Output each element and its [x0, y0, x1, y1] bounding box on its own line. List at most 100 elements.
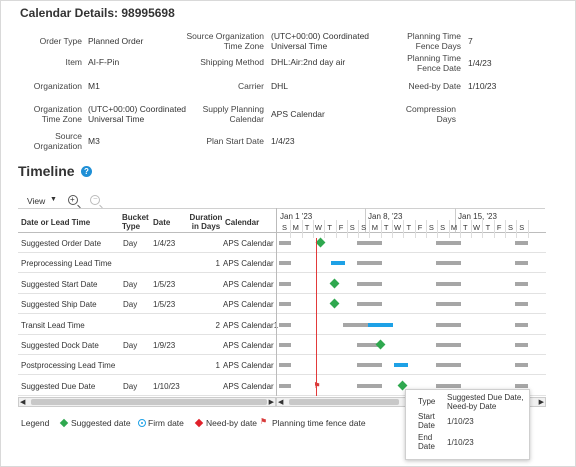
row-calendar: APS Calendar: [223, 259, 274, 269]
day-separator: [516, 220, 518, 238]
row-calendar: APS Calendar1: [223, 320, 279, 330]
table-row[interactable]: Suggested Start Date Day 1/5/23 APS Calenda…: [18, 274, 276, 294]
day-separator: [369, 220, 371, 238]
day-label: S: [519, 223, 525, 232]
day-label: W: [314, 223, 322, 232]
supply-planning-calendar-value: APS Calendar: [271, 109, 325, 119]
non-working-bar: [279, 383, 292, 388]
row-date: 1/5/23: [153, 279, 176, 289]
day-label: T: [463, 223, 468, 232]
lead-time-bar[interactable]: [394, 363, 408, 368]
day-separator: [392, 220, 393, 238]
non-working-bar: [356, 343, 382, 347]
planning-fence-days-value: 7: [468, 36, 473, 46]
source-org-time-zone-label: Source Organization Time Zone: [186, 31, 265, 51]
table-row[interactable]: Preprocessing Lead Time 1 APS Calendar: [18, 253, 276, 274]
table-horizontal-scrollbar[interactable]: ◀ ▶: [18, 397, 276, 407]
scroll-left-icon[interactable]: ◀: [20, 399, 26, 406]
row-date: 1/9/23: [153, 341, 176, 350]
table-row[interactable]: Suggested Dock Date Day 1/9/23 APS Calendar: [18, 335, 276, 355]
zoom-in-icon[interactable]: +: [68, 195, 78, 205]
day-separator: [482, 220, 484, 238]
table-row[interactable]: Postprocessing Lead Time 1 APS Calendar: [18, 355, 276, 376]
order-type-value: Planned Order: [88, 36, 144, 46]
org-time-zone-label: Organization Time Zone: [33, 104, 82, 124]
day-separator: [312, 220, 314, 238]
day-separator: [493, 220, 495, 238]
help-icon[interactable]: ?: [81, 166, 92, 177]
legend-firm: Firm date: [148, 418, 184, 428]
row-name: Suggested Start Date: [21, 279, 98, 289]
row-calendar: APS Calendar: [223, 279, 274, 289]
scroll-right-icon[interactable]: ▶: [538, 399, 544, 406]
view-menu-label[interactable]: View: [27, 196, 46, 206]
col-header-bucket-type: Bucket Type: [122, 213, 149, 231]
tooltip: Type Suggested Due Date, Need-by Date St…: [405, 389, 530, 460]
row-duration: 1: [215, 259, 220, 269]
scroll-left-icon[interactable]: ◀: [278, 399, 284, 406]
day-separator: [403, 220, 405, 238]
week-label: Jan 8, '23: [368, 212, 403, 221]
non-working-bar: [515, 363, 528, 368]
table-row[interactable]: Suggested Due Date Day 1/10/23 APS Calendar: [18, 376, 276, 396]
non-working-bar: [515, 281, 528, 286]
lead-time-bar[interactable]: [330, 261, 345, 266]
row-date: 1/5/23: [153, 300, 176, 310]
day-separator: [290, 220, 292, 238]
suggested-date-marker[interactable]: [329, 298, 340, 309]
gantt-row: [277, 253, 546, 274]
non-working-bar: [279, 322, 292, 327]
row-name: Suggested Dock Date: [21, 341, 99, 350]
need-by-date-label: Need-by Date: [408, 81, 461, 91]
non-working-bar: [279, 241, 292, 245]
gantt-row: [277, 355, 546, 376]
scroll-right-icon[interactable]: ▶: [268, 399, 274, 406]
suggested-date-marker[interactable]: [329, 278, 340, 289]
non-working-bar: [436, 363, 461, 368]
gantt-row: [277, 233, 546, 253]
gantt-header-divider: [277, 232, 546, 233]
table-row[interactable]: Transit Lead Time 2 APS Calendar1: [18, 315, 279, 335]
day-separator: [459, 220, 461, 238]
row-bucket-type: Day: [123, 239, 138, 248]
chevron-down-icon[interactable]: ▼: [50, 196, 57, 203]
today-line: [316, 238, 317, 396]
suggested-date-marker[interactable]: [375, 339, 386, 350]
non-working-bar: [356, 363, 382, 368]
row-name: Suggested Order Date: [21, 239, 102, 248]
non-working-bar: [515, 383, 528, 388]
day-label: S: [281, 223, 287, 232]
day-label: M: [371, 223, 379, 232]
non-working-bar: [356, 302, 382, 307]
planning-fence-date-label: Planning Time Fence Date: [407, 53, 461, 73]
tooltip-end-value: 1/10/23: [447, 438, 474, 447]
day-separator: [471, 220, 473, 238]
day-separator: [301, 220, 303, 238]
day-label: T: [383, 223, 389, 232]
lead-time-bar[interactable]: [368, 322, 394, 327]
legend-fence: Planning time fence date: [272, 418, 366, 428]
non-working-bar: [279, 261, 292, 266]
table-row[interactable]: Suggested Order Date Day 1/4/23 APS Calenda…: [18, 233, 276, 253]
day-separator: [358, 220, 360, 238]
zoom-out-icon: −: [90, 195, 100, 205]
scroll-thumb[interactable]: [31, 399, 267, 405]
day-label: T: [485, 223, 491, 232]
day-separator: [414, 220, 416, 238]
day-label: F: [417, 223, 423, 232]
col-header-date: Date: [153, 218, 171, 227]
day-separator: [437, 220, 439, 238]
source-org-time-zone-value: (UTC+00:00) Coordinated Universal Time: [271, 31, 370, 51]
non-working-bar: [515, 261, 528, 266]
table-row[interactable]: Suggested Ship Date Day 1/5/23 APS Calendar: [18, 294, 276, 315]
row-bucket-type: Day: [123, 341, 138, 350]
tooltip-start-value: 1/10/23: [447, 417, 474, 426]
non-working-bar: [515, 322, 528, 327]
item-label: Item: [65, 57, 82, 67]
non-working-bar: [436, 241, 461, 245]
scroll-thumb[interactable]: [289, 399, 399, 405]
day-separator: [505, 220, 506, 238]
row-name: Preprocessing Lead Time: [21, 259, 112, 269]
row-duration: 1: [215, 361, 220, 371]
non-working-bar: [436, 322, 461, 327]
